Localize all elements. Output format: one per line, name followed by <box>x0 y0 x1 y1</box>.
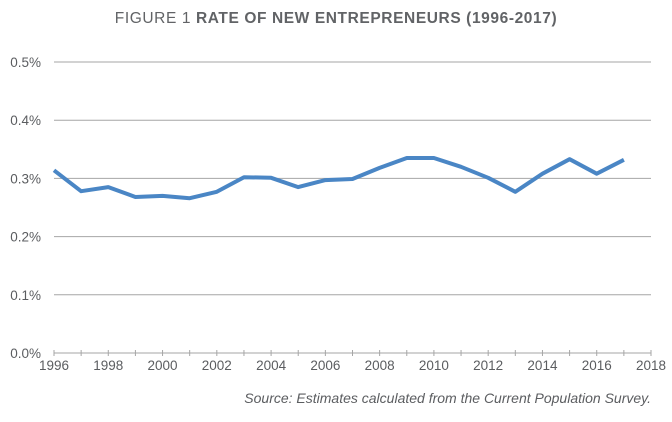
x-tick-label: 2004 <box>256 358 287 373</box>
series-line <box>52 156 625 201</box>
series-layer <box>52 156 625 201</box>
y-axis-ticks: 0.0% 0.1% 0.2% 0.3% 0.4% 0.5% <box>10 55 41 361</box>
x-tick-label: 2018 <box>636 358 666 373</box>
chart-title: FIGURE 1 RATE OF NEW ENTREPRENEURS (1996… <box>0 10 672 28</box>
y-tick-label: 0.1% <box>10 288 41 303</box>
y-tick-label: 0.3% <box>10 171 41 186</box>
y-tick-label: 0.2% <box>10 230 41 245</box>
chart-title-text: RATE OF NEW ENTREPRENEURS (1996-2017) <box>195 10 558 27</box>
y-tick-label: 0.0% <box>10 346 41 361</box>
x-tick-label: 2008 <box>365 358 395 373</box>
x-tick-label: 2002 <box>202 358 232 373</box>
x-tick-label: 2006 <box>310 358 340 373</box>
x-tick-label: 2016 <box>582 358 612 373</box>
source-note: Source: Estimates calculated from the Cu… <box>244 390 651 406</box>
x-tick-label: 1996 <box>39 358 69 373</box>
x-tick-label: 2012 <box>473 358 503 373</box>
x-tick-label: 1998 <box>93 358 123 373</box>
y-tick-label: 0.5% <box>10 55 41 70</box>
x-tick-label: 2014 <box>527 358 558 373</box>
figure-label: FIGURE 1 <box>114 10 192 27</box>
x-axis: 1996 1998 2000 2002 2004 2006 2008 2010 2012 2014… <box>39 350 666 373</box>
x-tick-label: 2010 <box>419 358 449 373</box>
y-tick-label: 0.4% <box>10 113 41 128</box>
x-tick-label: 2000 <box>148 358 178 373</box>
